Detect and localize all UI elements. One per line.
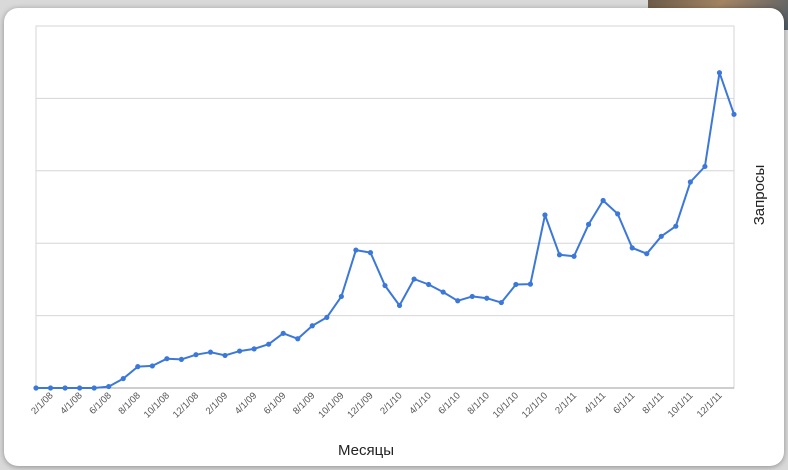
series-line [36, 71, 735, 389]
x-tick-label: 10/1/09 [316, 390, 346, 420]
data-point [615, 211, 621, 217]
data-point [513, 281, 519, 288]
x-tick-label: 4/1/08 [58, 390, 84, 416]
data-point [367, 250, 374, 256]
data-point [498, 299, 504, 306]
x-tick-label: 6/1/09 [262, 390, 288, 416]
x-tick-label: 12/1/11 [695, 390, 725, 420]
data-point [542, 212, 548, 218]
x-tick-label: 10/1/08 [142, 390, 172, 420]
x-tick-label: 10/1/10 [491, 390, 521, 420]
data-point [600, 197, 606, 204]
x-axis-title: Месяцы [338, 442, 394, 459]
gridlines [35, 25, 735, 389]
data-point [62, 385, 68, 391]
data-point [324, 314, 330, 321]
data-point [280, 330, 286, 336]
data-point [222, 352, 228, 359]
data-point [91, 385, 97, 391]
data-point [353, 247, 359, 253]
data-point [236, 348, 243, 354]
data-point [120, 375, 126, 382]
x-tick-label: 4/1/09 [233, 390, 259, 416]
data-point [455, 298, 461, 304]
data-point [382, 282, 388, 289]
data-point [571, 253, 577, 259]
data-point [440, 289, 446, 295]
data-point [527, 281, 534, 287]
x-tick-label: 2/1/09 [204, 390, 230, 416]
x-tick-label: 6/1/10 [436, 390, 462, 416]
x-tick-label: 4/1/10 [407, 390, 433, 416]
data-point [629, 245, 635, 251]
data-point [658, 233, 664, 239]
data-point [731, 111, 737, 117]
data-point [338, 293, 344, 300]
x-tick-label: 2/1/10 [378, 390, 404, 416]
data-point [687, 179, 693, 185]
data-point [135, 364, 141, 370]
x-tick-label: 2/1/11 [553, 390, 579, 416]
x-tick-label: 12/1/10 [520, 390, 550, 420]
chart-card: 2/1/08 4/1/08 6/1/08 8/1/08 10/1/08 12/1/08 2/… [4, 8, 784, 466]
data-point [469, 293, 475, 300]
data-point [673, 223, 679, 229]
data-point [106, 383, 112, 390]
data-point [716, 70, 723, 76]
x-tick-label: 2/1/08 [29, 390, 55, 416]
data-point [178, 356, 185, 363]
data-point [207, 349, 214, 355]
plot-frame [35, 25, 735, 389]
data-point [426, 281, 432, 288]
x-tick-label: 12/1/08 [171, 390, 201, 420]
data-point [585, 221, 592, 227]
x-tick-label: 4/1/11 [582, 390, 608, 416]
x-tick-label: 6/1/11 [611, 390, 637, 416]
data-point [295, 336, 301, 342]
data-point [77, 385, 83, 391]
data-point [702, 163, 708, 170]
x-tick-label: 8/1/08 [116, 390, 142, 416]
y-axis-title: Запросы [751, 165, 768, 226]
data-point [164, 356, 170, 362]
data-point [396, 302, 403, 309]
x-tick-label: 10/1/11 [666, 390, 696, 420]
data-point [309, 323, 315, 329]
data-point [33, 385, 39, 391]
data-point [411, 276, 417, 282]
data-point [193, 352, 199, 358]
data-point [149, 363, 155, 369]
data-point [266, 341, 272, 347]
data-point [644, 251, 650, 257]
x-tick-label: 8/1/11 [640, 390, 666, 416]
x-tick-label: 8/1/10 [465, 390, 491, 416]
x-tick-label: 6/1/08 [87, 390, 113, 416]
data-point [251, 346, 257, 352]
x-tick-label: 12/1/09 [345, 390, 375, 420]
data-point [484, 295, 490, 301]
data-point [47, 385, 54, 391]
x-tick-label: 8/1/09 [291, 390, 317, 416]
data-point [556, 252, 563, 258]
data-points [33, 70, 737, 391]
